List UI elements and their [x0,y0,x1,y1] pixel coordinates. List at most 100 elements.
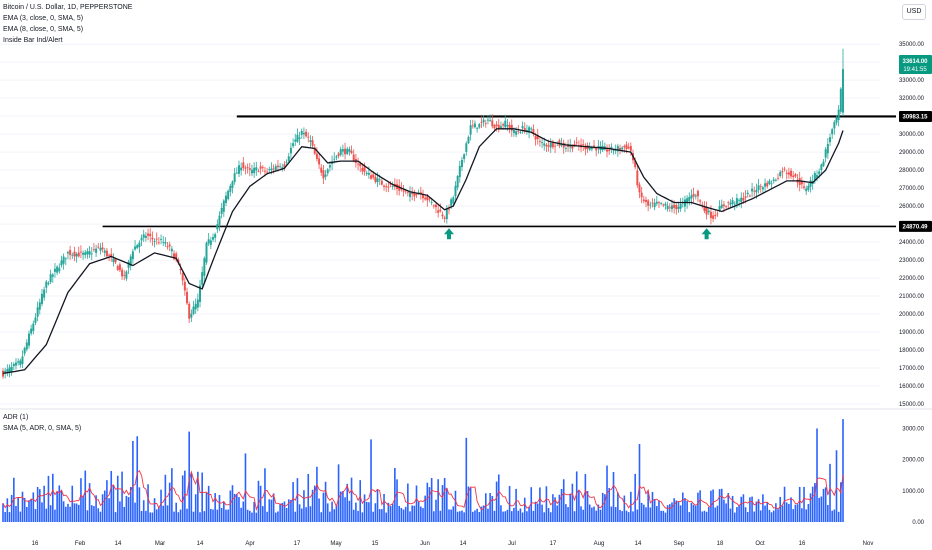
candle-body [415,194,418,196]
adr-bar [692,504,695,522]
candle-body [657,202,660,204]
adr-bar [166,505,169,522]
adr-bar [287,499,290,522]
adr-bar [71,485,74,522]
candle-body [701,204,704,206]
candle-body [203,258,206,276]
adr-bar [73,503,76,522]
legend-ema3[interactable]: EMA (3, close, 0, SMA, 5) [3,15,84,22]
adr-bar [495,481,498,522]
adr-bar [205,492,208,522]
adr-bar [571,483,574,522]
candle-body [543,143,546,146]
adr-bar [534,501,537,522]
adr-bar [822,488,825,522]
candle-body [675,204,678,210]
candle-body [110,254,113,258]
lower-legend-sma[interactable]: SMA (5, ADR, 0, SMA, 5) [3,425,82,432]
candle-body [168,244,171,247]
adr-bar [632,511,634,522]
adr-bar [60,490,63,522]
candle-body [125,271,128,279]
candle-body [53,268,56,272]
adr-bar [348,500,351,522]
candle-body [430,202,433,203]
candle-body [705,206,708,215]
adr-bar [783,486,786,522]
adr-bar [88,483,91,522]
candle-body [281,167,284,169]
candle-body [19,360,22,366]
adr-bar [448,509,450,522]
adr-bar [500,505,502,522]
adr-bar [820,496,823,522]
adr-bar [21,491,24,522]
adr-bar [246,509,249,522]
candle-body [716,213,719,215]
adr-bar [733,512,736,522]
x-tick-label: 17 [550,541,557,547]
adr-bar [333,509,336,522]
candle-body [738,199,741,201]
adr-bar [75,503,78,522]
price-tick-label: 16000.00 [899,384,925,390]
candle-body [709,211,712,218]
adr-bar [435,499,437,522]
adr-bar [186,508,188,522]
adr-bar [560,488,563,522]
x-tick-label: Sep [674,541,685,547]
adr-bar [785,502,788,522]
adr-bar [443,477,446,522]
x-tick-label: Apr [245,541,254,547]
adr-bar [809,493,812,522]
candle-body [610,146,613,150]
adr-bar [194,494,197,522]
adr-bar [675,500,678,522]
candle-body [350,150,353,154]
adr-bar [45,508,48,522]
candle-body [250,169,253,174]
candle-body [456,176,459,188]
candle-body [735,198,738,205]
resistance-tag[interactable] [899,110,932,122]
adr-bar [690,502,693,522]
candle-body [521,126,524,129]
adr-bar [526,511,528,522]
adr-bar [151,512,154,522]
candle-body [482,119,485,123]
adr-bar [80,478,82,522]
currency-button[interactable]: USD [902,4,926,20]
candle-body [545,144,548,147]
candle-body [777,177,780,179]
candle-body [445,208,448,220]
candle-body [242,162,245,169]
last-price-tag[interactable] [899,55,932,74]
candle-body [279,166,282,168]
support-tag[interactable] [899,220,932,232]
candle-body [792,175,795,178]
legend-ema8[interactable]: EMA (8, close, 0, SMA, 5) [3,26,84,33]
adr-bar [729,508,732,522]
adr-bar [471,511,474,522]
price-tick-label: 29000.00 [899,150,925,156]
candle-body [71,254,74,256]
candle-body [642,199,645,202]
candle-body [142,234,145,238]
adr-bar [751,496,753,522]
adr-bar [10,494,13,522]
candle-body [268,169,271,171]
legend-inside-bar[interactable]: Inside Bar Ind/Alert [3,37,63,44]
adr-bar [15,505,17,522]
adr-bar [394,467,396,522]
candle-body [194,303,197,310]
adr-bar [842,419,844,522]
candle-body [188,303,191,319]
adr-bar [162,505,165,522]
candle-body [759,186,762,188]
lower-legend-adr[interactable]: ADR (1) [3,414,29,421]
adr-bar [504,511,507,522]
adr-bar [218,494,221,522]
adr-bar [478,512,481,522]
candle-body [361,167,364,172]
candle-body [51,274,54,277]
